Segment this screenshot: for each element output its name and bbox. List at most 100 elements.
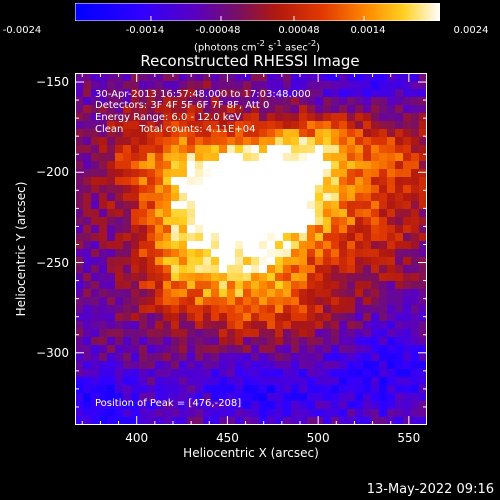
heatmap-cell xyxy=(99,393,108,402)
heatmap-cell xyxy=(99,73,108,82)
heatmap-cell xyxy=(235,257,244,266)
heatmap-cell xyxy=(83,361,92,370)
heatmap-cell xyxy=(171,145,180,154)
heatmap-cell xyxy=(379,121,388,130)
heatmap-cell xyxy=(379,217,388,226)
heatmap-cell xyxy=(91,361,100,370)
heatmap-cell xyxy=(411,369,420,378)
heatmap-cell xyxy=(411,161,420,170)
heatmap-cell xyxy=(171,257,180,266)
heatmap-cell xyxy=(267,113,276,122)
heatmap-cell xyxy=(307,201,316,210)
heatmap-cell xyxy=(299,129,308,138)
heatmap-cell xyxy=(251,361,260,370)
heatmap-cell xyxy=(315,337,324,346)
heatmap-cell xyxy=(395,89,404,98)
heatmap-cell xyxy=(411,73,420,82)
y-axis-label: Heliocentric Y (arcsec) xyxy=(14,181,28,317)
heatmap-cell xyxy=(243,265,252,274)
heatmap-cell xyxy=(331,361,340,370)
heatmap-cell xyxy=(107,185,116,194)
heatmap-cell xyxy=(387,281,396,290)
heatmap-cell xyxy=(203,193,212,202)
heatmap-cell xyxy=(395,345,404,354)
heatmap-cell xyxy=(83,209,92,218)
heatmap-cell xyxy=(75,297,84,306)
heatmap-cell xyxy=(147,361,156,370)
heatmap-cell xyxy=(323,209,332,218)
heatmap-cell xyxy=(243,249,252,258)
heatmap-cell xyxy=(211,305,220,314)
heatmap-cell xyxy=(251,97,260,106)
heatmap-cell xyxy=(75,377,84,386)
heatmap-cell xyxy=(139,321,148,330)
heatmap-cell xyxy=(387,169,396,178)
heatmap-cell xyxy=(331,129,340,138)
heatmap-cell xyxy=(83,377,92,386)
heatmap-cell xyxy=(275,105,284,114)
heatmap-cell xyxy=(283,73,292,82)
heatmap-cell xyxy=(339,81,348,90)
heatmap-cell xyxy=(171,289,180,298)
heatmap-cell xyxy=(139,313,148,322)
heatmap-cell xyxy=(219,329,228,338)
heatmap-cell xyxy=(203,177,212,186)
heatmap-cell xyxy=(323,273,332,282)
heatmap-cell xyxy=(123,241,132,250)
heatmap-cell xyxy=(275,369,284,378)
heatmap-cell xyxy=(211,217,220,226)
heatmap-cell xyxy=(123,177,132,186)
heatmap-cell xyxy=(227,105,236,114)
heatmap-cell xyxy=(379,409,388,418)
heatmap-cell xyxy=(171,401,180,410)
heatmap-cell xyxy=(243,129,252,138)
heatmap-cell xyxy=(139,329,148,338)
heatmap-cell xyxy=(155,297,164,306)
heatmap-cell xyxy=(251,329,260,338)
heatmap-cell xyxy=(259,265,268,274)
heatmap-cell xyxy=(411,337,420,346)
heatmap-cell xyxy=(99,369,108,378)
heatmap-cell xyxy=(395,121,404,130)
heatmap-cell xyxy=(75,369,84,378)
heatmap-cell xyxy=(147,345,156,354)
heatmap-cell xyxy=(267,137,276,146)
heatmap-cell xyxy=(283,97,292,106)
heatmap-cell xyxy=(331,97,340,106)
heatmap-cell xyxy=(203,89,212,98)
heatmap-cell xyxy=(387,353,396,362)
heatmap-cell xyxy=(379,233,388,242)
heatmap-cell xyxy=(211,313,220,322)
heatmap-cell xyxy=(235,201,244,210)
heatmap-cell xyxy=(75,177,84,186)
heatmap-cell xyxy=(419,377,427,386)
heatmap-cell xyxy=(235,177,244,186)
heatmap-cell xyxy=(275,209,284,218)
heatmap-cell xyxy=(171,97,180,106)
heatmap-cell xyxy=(187,337,196,346)
heatmap-cell xyxy=(163,321,172,330)
heatmap-cell xyxy=(307,97,316,106)
heatmap-cell xyxy=(219,249,228,258)
heatmap-cell xyxy=(211,169,220,178)
heatmap-cell xyxy=(91,281,100,290)
heatmap-cell xyxy=(243,369,252,378)
heatmap-cell xyxy=(251,305,260,314)
heatmap-cell xyxy=(331,161,340,170)
colorbar-tick-label: -0.0024 xyxy=(2,25,42,36)
heatmap-cell xyxy=(131,409,140,418)
heatmap-cell xyxy=(307,417,316,425)
heatmap-cell xyxy=(275,393,284,402)
heatmap-cell xyxy=(123,121,132,130)
heatmap-cell xyxy=(283,353,292,362)
heatmap-cell xyxy=(203,401,212,410)
heatmap-cell xyxy=(299,177,308,186)
colorbar-unit-label: (photons cm-2 s-1 asec-2) xyxy=(193,38,321,54)
heatmap-cell xyxy=(155,153,164,162)
heatmap-cell xyxy=(267,177,276,186)
heatmap-cell xyxy=(147,225,156,234)
heatmap-cell xyxy=(171,137,180,146)
heatmap-cell xyxy=(339,393,348,402)
heatmap-cell xyxy=(203,97,212,106)
heatmap-cell xyxy=(203,313,212,322)
